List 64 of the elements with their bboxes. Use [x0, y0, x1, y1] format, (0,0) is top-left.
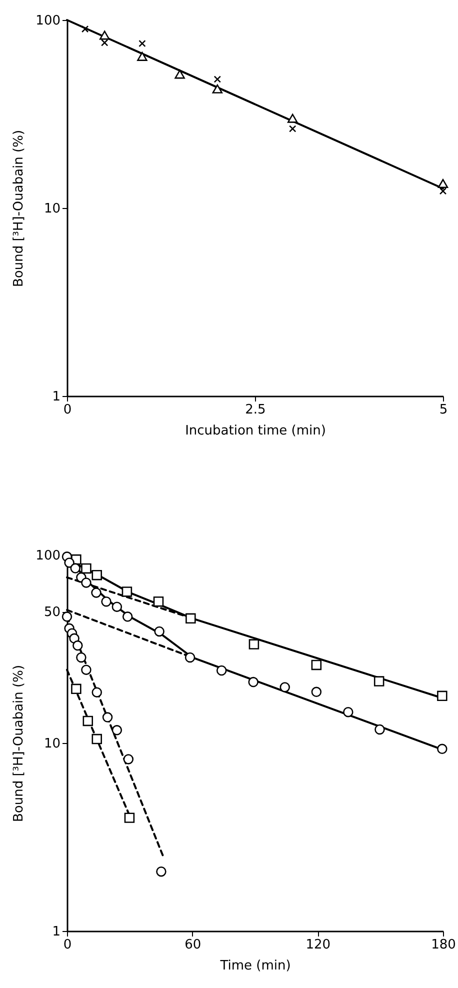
x-tick-label: 0: [63, 938, 72, 952]
point: [101, 596, 112, 607]
x-tick-label: 60: [184, 938, 202, 952]
point: [214, 76, 222, 83]
point: [437, 690, 448, 702]
point: [91, 588, 102, 598]
point: [288, 125, 296, 132]
point: [92, 570, 102, 580]
point: [112, 602, 122, 612]
point: [184, 652, 196, 663]
x-axis-title: Incubation time (min): [185, 424, 326, 438]
y-tick-label: 1: [52, 390, 60, 404]
x-tick-label: 0: [63, 402, 72, 418]
point: [437, 744, 448, 754]
point: [81, 563, 92, 574]
point: [154, 626, 164, 637]
point: [174, 70, 185, 79]
point: [76, 652, 86, 663]
x-tick-label: 180: [431, 938, 456, 952]
point: [248, 639, 260, 650]
point: [137, 52, 148, 61]
point: [70, 563, 80, 574]
point: [374, 676, 384, 686]
point: [212, 84, 223, 94]
point: [248, 676, 258, 688]
y-tick-label: 100: [36, 14, 60, 28]
x-tick-label: 5: [439, 402, 448, 418]
point: [72, 640, 83, 651]
y-tick-label: 10: [44, 202, 60, 216]
point: [102, 712, 113, 722]
x-axis-title: Time (min): [219, 958, 291, 974]
point: [156, 866, 166, 877]
point: [92, 734, 102, 744]
y-tick-label: 100: [36, 548, 60, 564]
y-axis-title: Bound [³H]-Ouabain (%): [12, 130, 27, 288]
x-tick-label: 120: [306, 938, 331, 952]
point: [138, 40, 146, 48]
point: [62, 612, 72, 622]
point: [311, 660, 322, 670]
point: [343, 706, 354, 718]
point: [287, 114, 298, 123]
point: [100, 39, 108, 46]
y-tick-label: 10: [44, 736, 60, 752]
point: [122, 612, 133, 622]
point: [81, 664, 92, 675]
point: [82, 716, 94, 726]
point: [438, 178, 448, 188]
y-tick-label: 1: [52, 924, 60, 940]
point: [122, 586, 132, 597]
point: [311, 686, 322, 698]
point: [216, 665, 227, 676]
point: [71, 684, 82, 694]
point: [374, 724, 385, 735]
point: [153, 596, 164, 607]
point: [81, 25, 89, 33]
point: [81, 578, 92, 588]
point: [99, 30, 110, 40]
point: [92, 687, 102, 698]
point: [186, 613, 196, 624]
x-tick-label: 2.5: [245, 402, 266, 418]
y-tick-label: 50: [44, 605, 60, 620]
y-axis-title: Bound [³H]-Ouabain (%): [12, 664, 27, 822]
point: [124, 812, 135, 823]
point: [123, 754, 134, 764]
